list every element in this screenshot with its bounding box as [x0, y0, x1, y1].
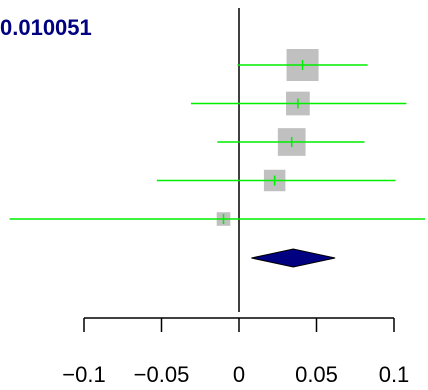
chart-title: 0.010051	[0, 15, 92, 40]
summary-diamond	[251, 248, 336, 268]
plot-marks: −0.1 −0.05 0 0.05 0.1	[9, 8, 425, 387]
x-tick-label: 0.05	[295, 362, 338, 387]
x-tick-label: −0.05	[134, 362, 190, 387]
x-tick-label: 0	[233, 362, 245, 387]
x-tick-label: −0.1	[62, 362, 105, 387]
x-tick-label: 0.1	[379, 362, 410, 387]
